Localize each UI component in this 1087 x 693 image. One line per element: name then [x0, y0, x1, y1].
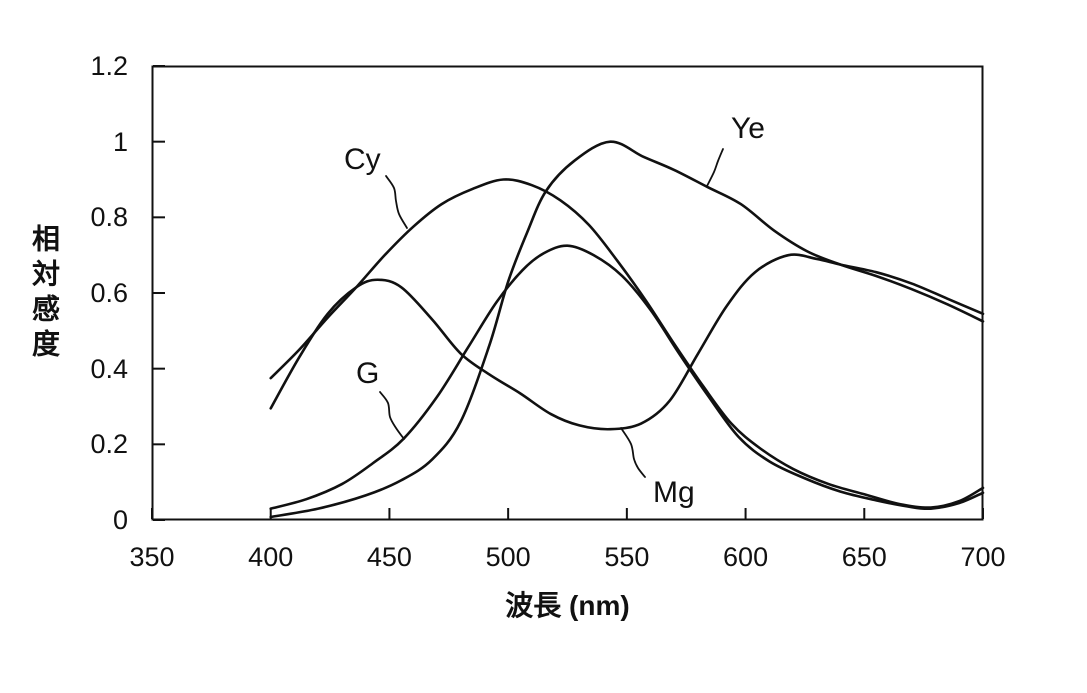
curve-label-ye: Ye	[731, 112, 765, 145]
y-tick-label-0.4: 0.4	[90, 353, 128, 384]
curve-label-g: G	[356, 357, 380, 390]
leader-line-cy	[385, 175, 408, 229]
x-tick-label-550: 550	[604, 542, 650, 572]
axes-box	[151, 65, 984, 521]
y-tick-label-0.2: 0.2	[90, 429, 128, 460]
leader-line-mg	[620, 427, 646, 478]
y-tick-label-0.6: 0.6	[90, 278, 128, 308]
x-axis-title: 波長 (nm)	[505, 590, 630, 621]
leader-line-ye	[706, 148, 724, 187]
leader-line-g	[379, 391, 405, 440]
x-tick-label-500: 500	[485, 542, 531, 572]
curve-cy	[269, 178, 985, 509]
x-tick-label-650: 650	[841, 542, 887, 572]
y-tick-label-1.2: 1.2	[90, 51, 128, 81]
curve-label-mg: Mg	[653, 476, 695, 509]
y-tick-label-0: 0	[112, 505, 128, 535]
y-tick-label-1: 1	[112, 126, 128, 157]
y-tick-label-0.8: 0.8	[90, 202, 128, 233]
x-tick-label-450: 450	[366, 542, 412, 572]
curve-label-cy: Cy	[344, 143, 381, 176]
curve-mg	[269, 253, 985, 431]
x-tick-label-600: 600	[723, 542, 769, 572]
x-tick-label-400: 400	[248, 542, 294, 572]
x-tick-label-350: 350	[129, 542, 175, 572]
y-axis-title: 相対感度	[29, 224, 60, 364]
x-tick-label-700: 700	[960, 542, 1006, 572]
